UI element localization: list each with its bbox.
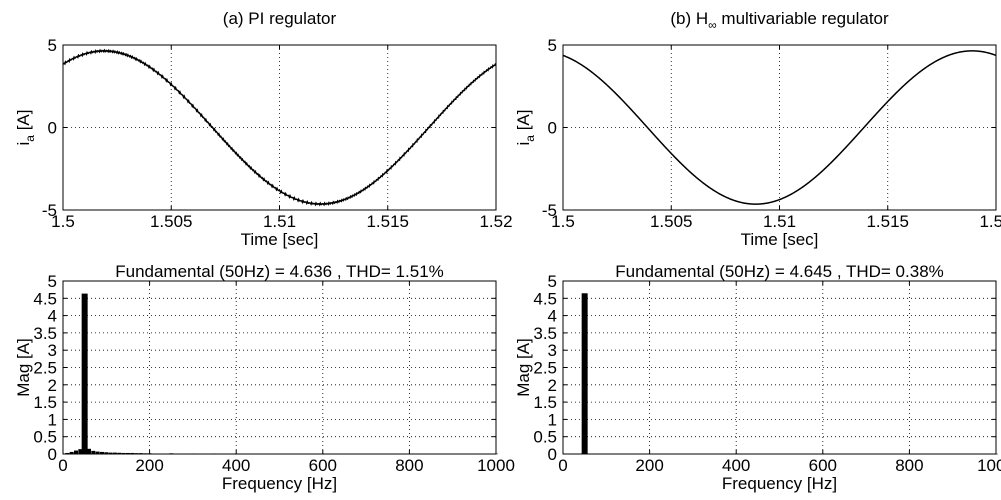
x-tick-label: 0 [558, 456, 567, 475]
y-tick-label: 0.5 [33, 428, 57, 447]
chart-title: Fundamental (50Hz) = 4.636 , THD= 1.51% [115, 262, 444, 281]
y-axis-label: Mag [A] [14, 338, 33, 397]
y-tick-label: 1 [548, 410, 557, 429]
y-tick-label: 5 [48, 36, 57, 55]
x-tick-label: 800 [395, 456, 423, 475]
chart-title: (b) H∞ multivariable regulator [670, 9, 889, 32]
y-axis-label: Mag [A] [514, 338, 533, 397]
y-tick-label: 2 [48, 376, 57, 395]
y-tick-label: 3 [548, 341, 557, 360]
x-tick-label: 1.505 [150, 212, 193, 231]
y-tick-label: 5 [548, 272, 557, 291]
x-axis-label: Time [sec] [741, 230, 819, 249]
y-tick-label: 2 [548, 376, 557, 395]
y-tick-label: 0 [548, 445, 557, 464]
x-tick-label: 1.51 [763, 212, 796, 231]
harmonic-bar [95, 451, 100, 454]
x-tick-label: 400 [222, 456, 250, 475]
x-tick-label: 0 [58, 456, 67, 475]
x-tick-label: 200 [135, 456, 163, 475]
x-tick-label: 800 [895, 456, 923, 475]
y-tick-label: 0 [48, 119, 57, 138]
y-tick-label: 0 [548, 119, 557, 138]
harmonic-bar [99, 451, 104, 454]
x-tick-label: 1.515 [866, 212, 909, 231]
y-tick-label: 0.5 [533, 428, 557, 447]
y-tick-label: 3.5 [533, 324, 557, 343]
x-tick-label: 1000 [977, 456, 1001, 475]
y-tick-label: 2.5 [533, 359, 557, 378]
y-tick-label: 4.5 [533, 289, 557, 308]
y-axis-label: ia [A] [514, 110, 537, 146]
x-tick-label: 1.515 [366, 212, 409, 231]
y-tick-label: 4 [48, 307, 57, 326]
x-tick-label: 400 [722, 456, 750, 475]
x-axis-label: Frequency [Hz] [722, 474, 837, 493]
chart-panel-3: 0 200 400 600 800 1000 00.511.522.533.544.55 Fr… [514, 262, 1001, 493]
chart-title: Fundamental (50Hz) = 4.645 , THD= 0.38% [615, 262, 944, 281]
chart-title: (a) PI regulator [223, 9, 337, 28]
harmonic-bar [581, 293, 588, 454]
harmonic-bar [81, 293, 88, 454]
harmonic-bar [69, 451, 74, 454]
current-waveform [562, 50, 997, 205]
y-tick-label: -5 [542, 201, 557, 220]
harmonic-bar [108, 452, 113, 454]
x-axis-label: Frequency [Hz] [222, 474, 337, 493]
harmonic-bar [73, 450, 78, 454]
y-tick-label: 1.5 [533, 393, 557, 412]
x-tick-label: 1.5 [551, 212, 575, 231]
chart-panel-1: 1.5 1.505 1.51 1.515 1.52 -5 0 5 Time [sec] ia [A… [514, 9, 1001, 249]
y-tick-label: 2.5 [33, 359, 57, 378]
y-tick-label: 3.5 [33, 324, 57, 343]
current-waveform [62, 48, 497, 207]
harmonic-bar [112, 452, 117, 454]
harmonic-bar [125, 452, 130, 454]
x-tick-label: 1.51 [263, 212, 296, 231]
y-axis-label: ia [A] [14, 110, 37, 146]
y-tick-label: 5 [48, 272, 57, 291]
harmonic-bar [121, 452, 126, 454]
harmonic-bar [104, 452, 109, 454]
x-tick-label: 1.52 [979, 212, 1001, 231]
y-tick-label: 4 [548, 307, 557, 326]
harmonic-bar [78, 449, 83, 454]
x-tick-label: 600 [809, 456, 837, 475]
x-tick-label: 200 [635, 456, 663, 475]
x-tick-label: 1.505 [650, 212, 693, 231]
x-tick-label: 600 [309, 456, 337, 475]
harmonic-bar [91, 450, 96, 454]
x-axis-label: Time [sec] [241, 230, 319, 249]
y-tick-label: 3 [48, 341, 57, 360]
y-tick-label: 1.5 [33, 393, 57, 412]
y-tick-label: 0 [48, 445, 57, 464]
x-tick-label: 1.52 [479, 212, 512, 231]
y-tick-label: 5 [548, 36, 557, 55]
x-tick-label: 1000 [477, 456, 515, 475]
harmonic-bar [86, 448, 91, 454]
chart-panel-0: 1.5 1.505 1.51 1.515 1.52 -5 0 5 Time [sec] ia [A… [14, 9, 513, 249]
x-tick-label: 1.5 [51, 212, 75, 231]
y-tick-label: 4.5 [33, 289, 57, 308]
y-tick-label: 1 [48, 410, 57, 429]
y-tick-label: -5 [42, 201, 57, 220]
harmonic-bar [130, 452, 135, 454]
chart-panel-2: 0 200 400 600 800 1000 00.511.522.533.544.55 Fr… [14, 262, 515, 493]
harmonic-bar [65, 452, 70, 454]
harmonic-bar [117, 452, 122, 454]
